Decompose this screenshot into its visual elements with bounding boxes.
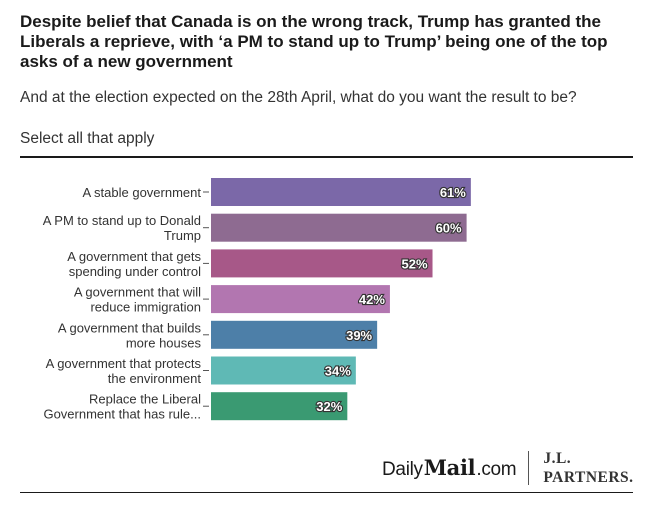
- bar-1: [211, 178, 471, 206]
- category-label-6: A government that protects the environmen…: [46, 356, 202, 386]
- top-divider: [20, 156, 633, 158]
- bar-value-label-4: 42%: [359, 292, 385, 307]
- bar-6: [211, 356, 356, 385]
- bar-2: [211, 213, 467, 242]
- bar-3: [211, 249, 433, 278]
- dailymail-logo-com: .com: [476, 459, 517, 480]
- chart-instruction: Select all that apply: [20, 130, 155, 147]
- dailymail-logo: Daily Mail .com: [382, 455, 517, 481]
- bar-7: [211, 392, 348, 421]
- dailymail-logo-daily: Daily: [382, 459, 423, 480]
- bottom-divider: [20, 492, 633, 493]
- chart-title: Despite belief that Canada is on the wro…: [20, 12, 608, 71]
- jl-partners-logo: J.L. PARTNERS.: [543, 449, 633, 487]
- category-label-4: A government that will reduce immigration: [74, 285, 201, 315]
- chart-subtitle: And at the election expected on the 28th…: [20, 89, 577, 106]
- footer-logos: Daily Mail .com J.L. PARTNERS.: [382, 448, 634, 488]
- bar-4: [211, 285, 390, 314]
- category-label-2: A PM to stand up to Donald Trump: [43, 213, 201, 243]
- bar-value-label-5: 39%: [346, 328, 372, 343]
- jl-partners-logo-line2: PARTNERS.: [543, 469, 634, 486]
- bar-value-label-6: 34%: [325, 364, 351, 379]
- bar-value-label-2: 60%: [436, 221, 462, 236]
- bar-5: [211, 320, 378, 349]
- category-label-1: A stable government: [82, 185, 201, 200]
- category-label-7: Replace the Liberal Government that has r…: [43, 392, 201, 422]
- bar-value-label-7: 32%: [316, 399, 342, 414]
- footer-divider: [528, 451, 530, 485]
- bar-value-label-1: 61%: [440, 185, 466, 200]
- bar-value-label-3: 52%: [401, 256, 427, 271]
- dailymail-logo-mail: Mail: [423, 455, 476, 480]
- category-label-5: A government that builds more houses: [58, 320, 202, 350]
- category-label-3: A government that gets spending under con…: [67, 249, 201, 279]
- jl-partners-logo-line1: J.L.: [543, 450, 572, 467]
